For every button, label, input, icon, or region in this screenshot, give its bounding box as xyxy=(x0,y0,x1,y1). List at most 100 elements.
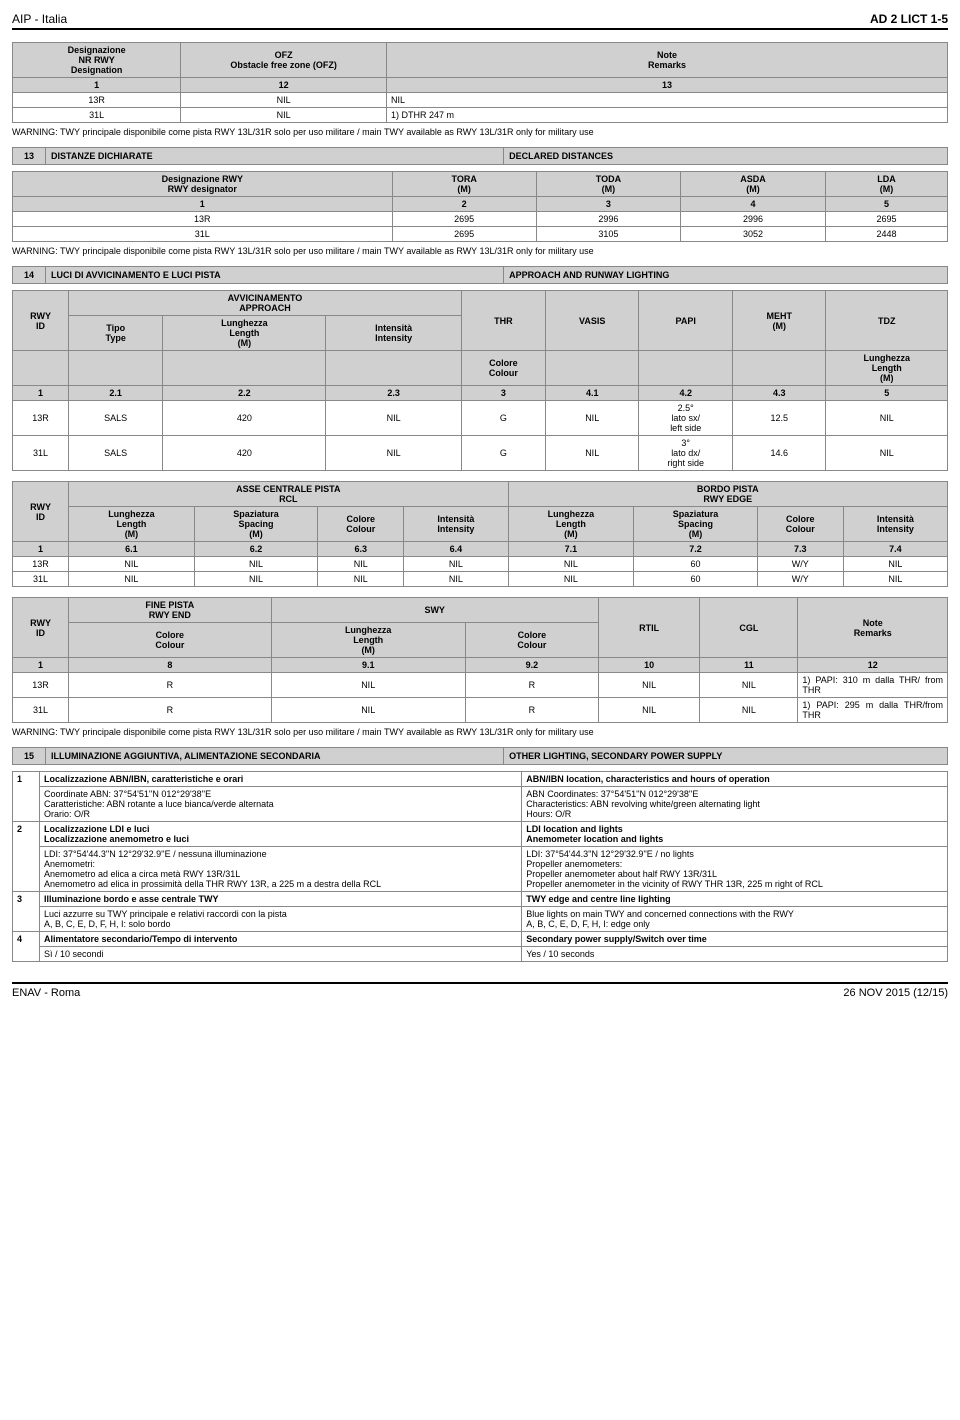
label: Note xyxy=(863,618,883,628)
col-num: 13 xyxy=(386,78,947,93)
label: Tipo xyxy=(106,323,125,333)
label: NR RWY xyxy=(78,55,114,65)
cell: NIL xyxy=(271,673,465,698)
note-num: 3 xyxy=(13,892,40,932)
cell: R xyxy=(69,673,271,698)
label: Designation xyxy=(71,65,123,75)
cell: W/Y xyxy=(757,572,843,587)
cell: NIL xyxy=(181,108,387,123)
note-header-it: Localizzazione LDI e luci Localizzazione… xyxy=(40,822,522,847)
cell: NIL xyxy=(598,673,700,698)
col-num: 1 xyxy=(13,386,69,401)
warning-text: WARNING: TWY principale disponibile come… xyxy=(12,246,948,256)
rwy-end-table: RWYID FINE PISTARWY END SWY RTIL CGL Not… xyxy=(12,597,948,723)
label: Length xyxy=(556,519,586,529)
cell: 13R xyxy=(13,212,393,227)
label: (M) xyxy=(238,338,252,348)
label: LDA xyxy=(877,174,896,184)
label: (M) xyxy=(746,184,760,194)
label: Obstacle free zone (OFZ) xyxy=(230,60,337,70)
col-num: 4.1 xyxy=(545,386,639,401)
section-title-en: OTHER LIGHTING, SECONDARY POWER SUPPLY xyxy=(504,748,948,765)
label: Length xyxy=(353,635,383,645)
label: Colore xyxy=(347,514,376,524)
label: Length xyxy=(116,519,146,529)
footer-right: 26 NOV 2015 (12/15) xyxy=(843,987,948,999)
page-header: AIP - Italia AD 2 LICT 1-5 xyxy=(12,12,948,30)
col-num: 10 xyxy=(598,658,700,673)
label: Colore xyxy=(786,514,815,524)
note-header-en: Secondary power supply/Switch over time xyxy=(522,932,948,947)
cell: 31L xyxy=(13,108,181,123)
cell: 31L xyxy=(13,227,393,242)
section-title-en: DECLARED DISTANCES xyxy=(504,148,948,165)
cell: 3052 xyxy=(681,227,826,242)
table-row: 13RNILNIL xyxy=(13,93,948,108)
label: (M) xyxy=(361,645,375,655)
col-num: 3 xyxy=(536,197,680,212)
cell: NIL xyxy=(700,698,798,723)
note-body-it: Sì / 10 secondi xyxy=(40,947,522,962)
warning-text: WARNING: TWY principale disponibile come… xyxy=(12,727,948,737)
label: RWY END xyxy=(149,610,191,620)
label: APPROACH xyxy=(239,303,291,313)
label: Spacing xyxy=(678,519,713,529)
cell: NIL xyxy=(386,93,947,108)
label: Intensity xyxy=(877,524,914,534)
label: TORA xyxy=(452,174,477,184)
label: Colore xyxy=(156,630,185,640)
cell: 2.5° lato sx/ left side xyxy=(639,401,733,436)
table-row: 31LNIL1) DTHR 247 m xyxy=(13,108,948,123)
cell: NIL xyxy=(194,572,317,587)
label: Remarks xyxy=(648,60,686,70)
label: (M) xyxy=(880,184,894,194)
note-body-en: LDI: 37°54'44.3''N 12°29'32.9''E / no li… xyxy=(522,847,948,892)
table-row: 13RSALS420NILGNIL2.5° lato sx/ left side… xyxy=(13,401,948,436)
col-num: 12 xyxy=(798,658,948,673)
label: Colore xyxy=(518,630,547,640)
label: RWY designator xyxy=(168,184,237,194)
col-num: 6.2 xyxy=(194,542,317,557)
cell: SALS xyxy=(69,436,163,471)
cell: 2448 xyxy=(826,227,948,242)
label: (M) xyxy=(689,529,703,539)
approach-lighting-table: RWYID AVVICINAMENTOAPPROACH THR VASIS PA… xyxy=(12,290,948,471)
col-num: 9.2 xyxy=(465,658,598,673)
cell: 13R xyxy=(13,557,69,572)
col-num: 2 xyxy=(392,197,536,212)
cell: 13R xyxy=(13,673,69,698)
label: (M) xyxy=(602,184,616,194)
cell: 2996 xyxy=(681,212,826,227)
label: (M) xyxy=(880,373,894,383)
col-num: 7.4 xyxy=(843,542,947,557)
cell: NIL xyxy=(826,401,948,436)
note-body-it: Luci azzurre su TWY principale e relativ… xyxy=(40,907,522,932)
label: RTIL xyxy=(598,598,700,658)
note-body-en: ABN Coordinates: 37°54'51''N 012°29'38''… xyxy=(522,787,948,822)
cell: 31L xyxy=(13,436,69,471)
section-title-en: APPROACH AND RUNWAY LIGHTING xyxy=(504,267,948,284)
cell: NIL xyxy=(404,572,508,587)
label: ID xyxy=(36,321,45,331)
col-num: 1 xyxy=(13,78,181,93)
cell: 12.5 xyxy=(732,401,826,436)
note-header-it: Illuminazione bordo e asse centrale TWY xyxy=(40,892,522,907)
section-num: 15 xyxy=(13,748,46,765)
label: Length xyxy=(872,363,902,373)
cell: 2695 xyxy=(392,212,536,227)
cell: 14.6 xyxy=(732,436,826,471)
cell: NIL xyxy=(326,401,461,436)
label: THR xyxy=(461,291,545,351)
cell: NIL xyxy=(545,401,639,436)
cell: NIL xyxy=(271,698,465,723)
label: Length xyxy=(229,328,259,338)
label: Colore xyxy=(489,358,518,368)
cell: 420 xyxy=(163,436,326,471)
cell: 420 xyxy=(163,401,326,436)
cell: NIL xyxy=(598,698,700,723)
note-body-it: LDI: 37°54'44.3''N 12°29'32.9''E / nessu… xyxy=(40,847,522,892)
label: Intensity xyxy=(437,524,474,534)
col-num: 9.1 xyxy=(271,658,465,673)
cell: NIL xyxy=(69,572,195,587)
label: Colour xyxy=(155,640,184,650)
